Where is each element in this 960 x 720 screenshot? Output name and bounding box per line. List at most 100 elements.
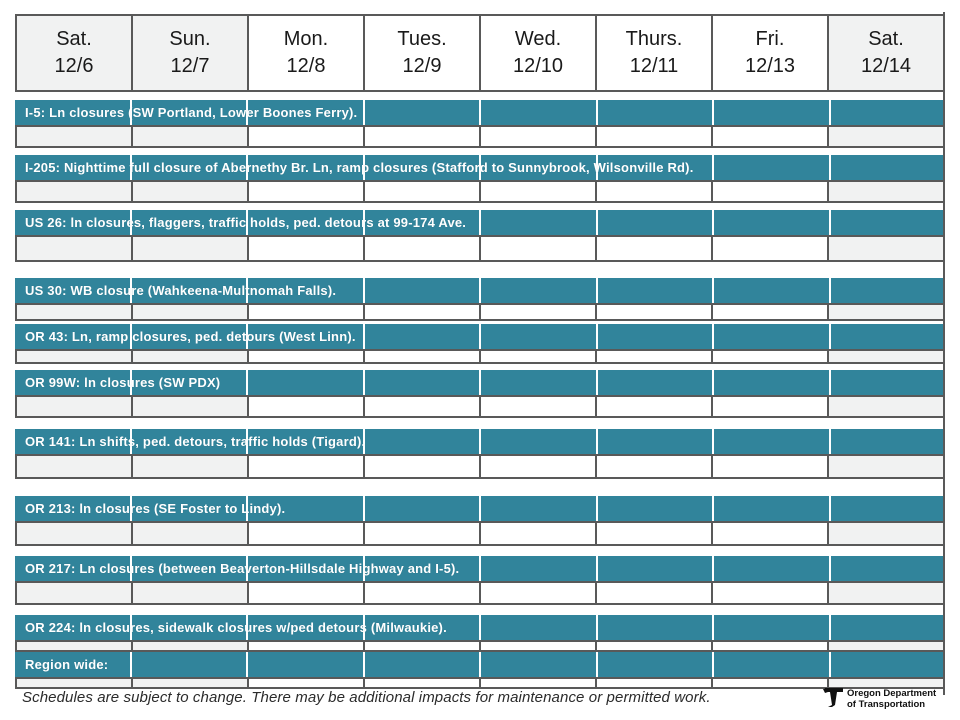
day-name: Wed. [514,28,562,50]
day-header-sat-12-6: Sat. 12/6 [17,16,131,90]
section-or43: OR 43: Ln, ramp closures, ped. detours (… [15,324,945,364]
banner-day-cell [830,496,945,521]
schedule-day-cell [249,237,363,260]
banner-day-cell [131,324,246,349]
schedule-day-cell [713,456,827,477]
schedule-day-cell [829,456,943,477]
banner-day-cell [15,429,130,454]
schedule-cells-row [15,303,945,321]
banner-day-cell [597,556,712,581]
schedule-day-cell [17,305,131,319]
schedule-day-cell [713,397,827,416]
schedule-day-cell [249,679,363,687]
banner-day-cell [131,615,246,640]
schedule-day-cell [713,523,827,544]
day-header-row: Sat. 12/6 Sun. 12/7 Mon. 12/8 Tues. 12/9… [15,14,945,92]
schedule-day-cell [17,642,131,650]
schedule-day-cell [133,523,247,544]
banner-day-cell [15,155,130,180]
banner-label: OR 224: ln closures, sidewalk closures w… [25,620,447,635]
schedule-day-cell [133,305,247,319]
banner-or224: OR 224: ln closures, sidewalk closures w… [15,615,945,640]
schedule-day-cell [133,127,247,146]
banner-cells [15,210,945,235]
banner-day-cell [364,210,479,235]
banner-day-cell [714,155,829,180]
schedule-day-cell [365,127,479,146]
day-date: 12/11 [629,55,679,77]
odot-logo-line1: Oregon Department [847,688,937,700]
schedule-day-cell [481,642,595,650]
schedule-day-cell [713,182,827,201]
odot-logo-text: Oregon Department of Transportation [847,688,937,710]
banner-day-cell [481,652,596,677]
schedule-day-cell [597,397,711,416]
schedule-day-cell [249,351,363,362]
schedule-day-cell [481,523,595,544]
day-name: Mon. [283,28,329,50]
banner-day-cell [248,278,363,303]
schedule-day-cell [249,182,363,201]
banner-day-cell [597,496,712,521]
section-or224: OR 224: ln closures, sidewalk closures w… [15,615,945,652]
banner-day-cell [597,324,712,349]
banner-cells [15,615,945,640]
schedule-day-cell [365,237,479,260]
schedule-day-cell [17,583,131,603]
schedule-cells-row [15,677,945,689]
banner-day-cell [597,615,712,640]
banner-label: OR 99W: ln closures (SW PDX) [25,375,221,390]
banner-day-cell [131,429,246,454]
schedule-day-cell [829,182,943,201]
schedule-day-cell [829,583,943,603]
banner-label: OR 213: ln closures (SE Foster to Lindy)… [25,501,286,516]
schedule-cells-row [15,349,945,364]
banner-label: US 26: ln closures, flaggers, traffic ho… [25,215,467,230]
day-header-tues-12-9: Tues. 12/9 [365,16,479,90]
day-date: 12/14 [860,55,912,77]
schedule-day-cell [249,523,363,544]
banner-day-cell [714,496,829,521]
banner-day-cell [131,155,246,180]
banner-day-cell [597,210,712,235]
schedule-day-cell [17,456,131,477]
banner-day-cell [248,155,363,180]
banner-day-cell [364,370,479,395]
schedule-day-cell [713,583,827,603]
odot-logo-icon [822,685,844,714]
section-or141: OR 141: Ln shifts, ped. detours, traffic… [15,429,945,479]
schedule-day-cell [829,679,943,687]
banner-day-cell [248,324,363,349]
schedule-day-cell [829,305,943,319]
schedule-day-cell [481,305,595,319]
banner-day-cell [15,370,130,395]
banner-day-cell [364,496,479,521]
schedule-day-cell [481,127,595,146]
table-right-border [943,12,945,695]
banner-day-cell [481,210,596,235]
banner-i5: I-5: Ln closures (SW Portland, Lower Boo… [15,100,945,125]
schedule-day-cell [133,182,247,201]
odot-logo-line2: of Transportation [847,698,926,710]
banner-label: OR 217: Ln closures (between Beaverton-H… [25,561,460,576]
day-header-thurs-12-11: Thurs. 12/11 [597,16,711,90]
schedule-day-cell [597,679,711,687]
banner-day-cell [830,370,945,395]
banner-day-cell [248,370,363,395]
day-header-fri-12-13: Fri. 12/13 [713,16,827,90]
schedule-day-cell [365,397,479,416]
banner-day-cell [714,556,829,581]
schedule-day-cell [133,237,247,260]
day-header-sat-12-14: Sat. 12/14 [829,16,943,90]
schedule-cells-row [15,454,945,479]
banner-day-cell [714,615,829,640]
banner-day-cell [15,210,130,235]
banner-day-cell [248,210,363,235]
day-date: 12/13 [744,55,796,77]
banner-us26: US 26: ln closures, flaggers, traffic ho… [15,210,945,235]
schedule-day-cell [481,397,595,416]
banner-cells [15,155,945,180]
schedule-day-cell [597,182,711,201]
banner-day-cell [481,429,596,454]
banner-day-cell [481,324,596,349]
